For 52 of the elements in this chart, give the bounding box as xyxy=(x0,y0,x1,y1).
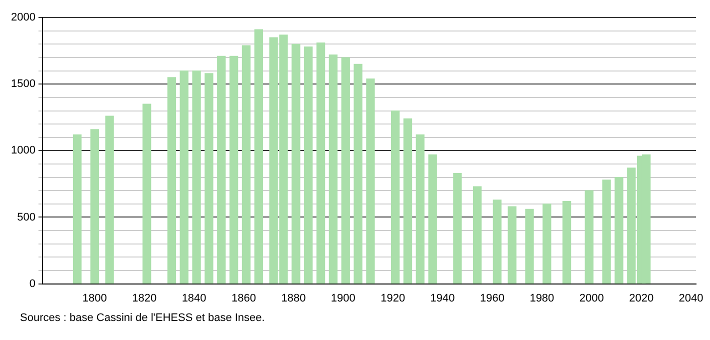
x-tick-label: 1860 xyxy=(232,292,256,304)
bar xyxy=(428,154,437,284)
bar xyxy=(390,110,400,284)
bar xyxy=(229,56,238,284)
bar xyxy=(204,73,214,284)
bar xyxy=(366,78,375,284)
bar xyxy=(416,134,425,284)
x-tick-label: 1820 xyxy=(132,292,157,304)
bar xyxy=(492,200,502,284)
bar xyxy=(525,208,534,284)
y-tick-label: 500 xyxy=(17,211,36,224)
bar xyxy=(304,46,313,284)
x-tick-label: 2000 xyxy=(579,292,604,304)
bar xyxy=(217,56,226,284)
bar xyxy=(316,42,326,284)
bar xyxy=(614,176,624,284)
bar xyxy=(453,172,462,284)
bar xyxy=(542,204,552,284)
x-tick-label: 1840 xyxy=(182,292,206,304)
x-tick-label: 1920 xyxy=(380,292,406,304)
bar xyxy=(292,44,300,284)
bar xyxy=(90,129,99,284)
bar xyxy=(508,206,516,284)
source-note: Sources : base Cassini de l'EHESS et base Insee. xyxy=(20,312,266,324)
x-tick-label: 1960 xyxy=(480,292,504,304)
bar xyxy=(328,54,338,284)
bar xyxy=(254,29,263,284)
x-tick-label: 1940 xyxy=(430,292,455,304)
x-tick-label: 1800 xyxy=(82,292,107,304)
x-tick-label: 1880 xyxy=(281,292,306,304)
bar xyxy=(354,64,362,284)
x-tick-label: 1980 xyxy=(530,292,554,304)
x-tick-label: 2040 xyxy=(678,292,704,304)
y-tick-label: 2000 xyxy=(10,12,36,24)
bar xyxy=(341,57,350,284)
y-tick-label: 0 xyxy=(29,278,36,290)
x-tick-label: 1900 xyxy=(330,292,356,304)
bar xyxy=(602,180,611,284)
y-tick-label: 1500 xyxy=(10,78,36,90)
bar xyxy=(562,200,572,284)
bar xyxy=(192,70,201,284)
bar xyxy=(584,190,594,284)
bar xyxy=(72,134,82,284)
bar xyxy=(167,77,176,284)
bar xyxy=(473,186,482,284)
bar xyxy=(180,70,188,284)
x-tick-label: 2020 xyxy=(629,292,654,304)
bar xyxy=(105,116,114,284)
bar xyxy=(142,104,152,284)
bar xyxy=(403,118,412,284)
y-tick-label: 1000 xyxy=(10,144,36,157)
bar xyxy=(242,45,251,284)
